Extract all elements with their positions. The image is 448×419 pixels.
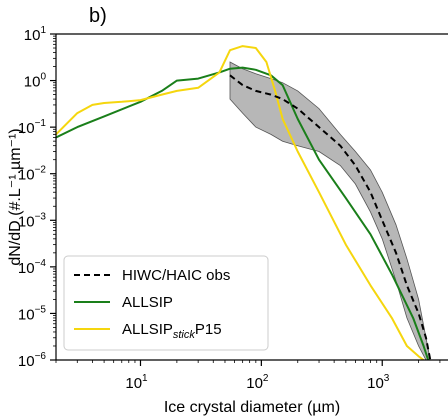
series-line-2 xyxy=(56,45,425,360)
y-tick-label: 101 xyxy=(24,25,47,44)
x-axis-label: Ice crystal diameter (µm) xyxy=(164,399,340,416)
legend-box xyxy=(63,255,269,351)
y-tick-label: 10−5 xyxy=(18,304,47,323)
y-tick-label: 10−6 xyxy=(18,351,47,370)
legend-label-0: HIWC/HAIC obs xyxy=(122,267,230,284)
x-tick-label: 102 xyxy=(246,373,269,392)
legend: HIWC/HAIC obs ALLSIP ALLSIPstickP15 xyxy=(63,255,269,351)
y-axis-ticks: 101 100 10−1 10−2 10−3 10−4 10−5 10−6 xyxy=(18,25,56,370)
x-axis-ticks: 101 102 103 xyxy=(55,360,441,392)
legend-label-2: ALLSIPstickP15 xyxy=(122,321,222,341)
panel-label: b) xyxy=(89,5,107,27)
y-tick-label: 100 xyxy=(24,72,47,91)
obs-range-band xyxy=(229,61,431,360)
y-axis-label: dN/dD (#.L⁻¹.µm⁻¹) xyxy=(7,128,24,265)
y-tick-label: 10−1 xyxy=(18,118,47,137)
y-tick-label: 10−4 xyxy=(18,258,47,277)
plot-area xyxy=(56,45,432,360)
y-tick-label: 10−3 xyxy=(18,211,47,230)
y-tick-label: 10−2 xyxy=(18,165,47,184)
x-tick-label: 103 xyxy=(367,373,390,392)
x-tick-label: 101 xyxy=(125,373,148,392)
series-line-0 xyxy=(229,74,432,360)
legend-label-1: ALLSIP xyxy=(122,294,173,311)
